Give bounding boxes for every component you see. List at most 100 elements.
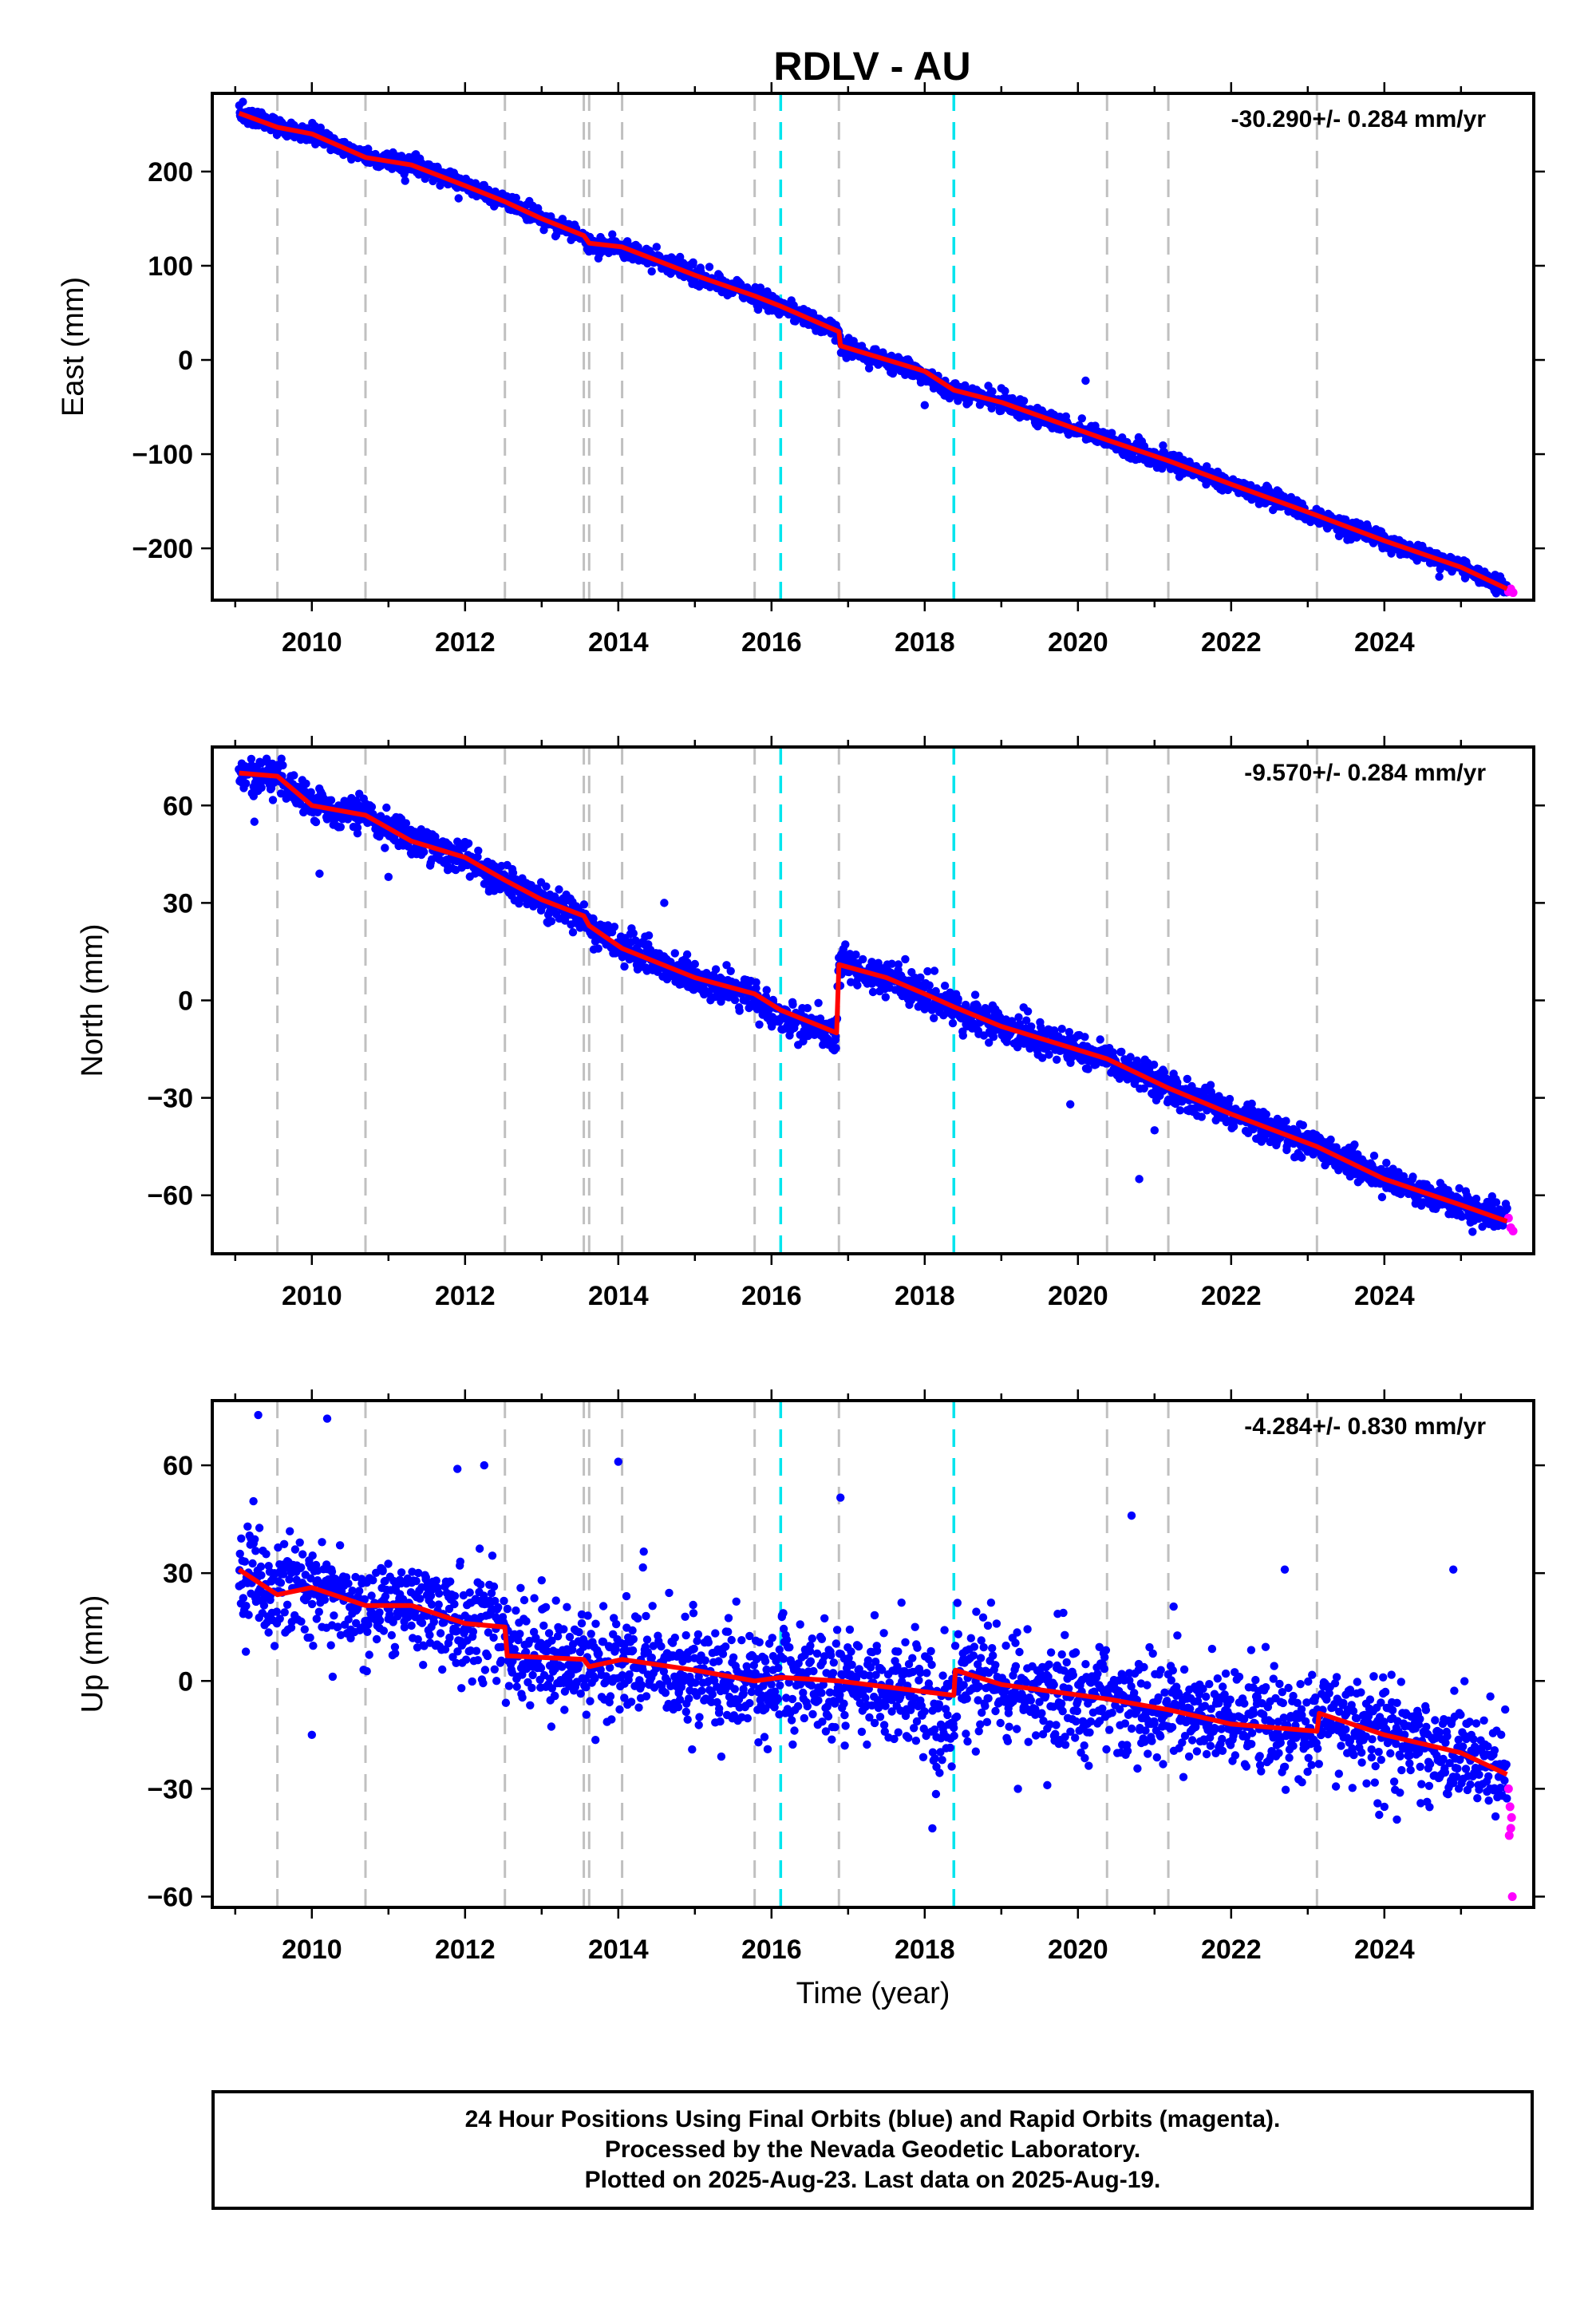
x-tick-label: 2018	[895, 627, 955, 658]
outlier-point	[920, 401, 930, 409]
y-axis-label: North (mm)	[76, 923, 109, 1077]
data-point	[239, 1594, 247, 1603]
data-point	[257, 783, 266, 792]
data-point	[508, 868, 518, 878]
data-point	[894, 960, 903, 969]
data-point	[1149, 1060, 1159, 1069]
data-point	[302, 779, 310, 788]
x-tick-label: 2024	[1354, 1281, 1415, 1311]
model-line	[239, 770, 1508, 1224]
data-point	[961, 381, 970, 390]
data-point	[244, 1611, 253, 1619]
x-tick-label: 2010	[282, 1281, 342, 1311]
data-point	[235, 1549, 244, 1559]
data-point	[251, 1547, 260, 1555]
data-point	[1084, 1065, 1092, 1073]
data-point	[353, 823, 362, 832]
data-point	[473, 852, 482, 862]
data-point	[255, 1524, 264, 1532]
data-point	[647, 267, 656, 276]
data-point	[320, 1595, 330, 1604]
data-point	[629, 929, 638, 938]
data-point	[371, 149, 380, 159]
data-point	[474, 846, 483, 856]
data-point	[1159, 441, 1167, 450]
data-point	[1183, 1074, 1192, 1084]
data-point	[868, 987, 878, 997]
data-point	[264, 1628, 273, 1637]
data-point	[335, 1541, 345, 1550]
data-point	[480, 879, 489, 888]
data-point	[247, 754, 256, 764]
x-tick-label: 2014	[588, 1281, 649, 1311]
data-point	[1117, 1047, 1126, 1057]
data-point	[275, 1614, 284, 1623]
x-tick-label: 2020	[1048, 627, 1108, 658]
panel-frame	[211, 92, 1535, 602]
data-point	[1022, 1016, 1031, 1025]
data-point	[752, 978, 760, 987]
outlier-point	[652, 243, 661, 251]
data-point	[279, 761, 287, 770]
data-point	[755, 1020, 764, 1030]
outlier-point	[384, 872, 393, 882]
rate-label: -9.570+/- 0.284 mm/yr	[1244, 760, 1486, 786]
data-point	[297, 1563, 306, 1572]
data-point	[353, 829, 362, 838]
data-point	[1491, 1198, 1501, 1207]
data-point	[512, 193, 520, 203]
data-point	[311, 817, 321, 827]
data-point	[542, 882, 551, 891]
data-point	[853, 981, 862, 990]
data-point	[1045, 1050, 1053, 1059]
data-point	[1053, 1055, 1061, 1065]
outlier-point	[250, 817, 259, 826]
data-point	[689, 258, 697, 267]
data-point	[988, 387, 997, 396]
data-point	[555, 885, 563, 894]
data-point	[1225, 1094, 1235, 1104]
data-point	[1478, 1222, 1487, 1231]
data-point	[282, 1600, 292, 1610]
data-point	[1057, 1025, 1066, 1034]
data-point	[1247, 1099, 1256, 1109]
rapid-orbit-point	[1508, 588, 1518, 598]
data-point	[1468, 1227, 1477, 1236]
data-point	[314, 1607, 323, 1616]
outlier-point	[1066, 1100, 1075, 1109]
data-point	[623, 237, 632, 246]
data-point	[279, 1570, 288, 1579]
data-point	[327, 1567, 337, 1576]
data-point	[1065, 1028, 1074, 1037]
data-point	[722, 961, 731, 970]
data-point	[1108, 429, 1116, 437]
data-point	[257, 1571, 266, 1580]
data-point	[1282, 1117, 1290, 1125]
data-point	[579, 900, 589, 909]
data-point	[940, 982, 950, 990]
data-point	[1377, 1192, 1387, 1202]
data-point	[1408, 1172, 1417, 1181]
data-point	[298, 1550, 307, 1559]
data-point	[326, 1641, 335, 1650]
data-point	[290, 771, 298, 780]
data-point	[1487, 1192, 1497, 1201]
data-point	[901, 954, 910, 964]
data-point	[799, 1037, 808, 1046]
data-point	[242, 1602, 251, 1611]
data-point	[916, 973, 925, 982]
data-point	[989, 1033, 998, 1041]
data-point	[1080, 1033, 1089, 1041]
y-tick-label: −30	[147, 1084, 193, 1114]
data-point	[1038, 1053, 1047, 1062]
data-point	[547, 917, 556, 926]
data-point	[644, 931, 654, 940]
data-point	[1229, 1122, 1238, 1131]
data-point	[256, 759, 266, 768]
data-point	[859, 954, 867, 964]
data-point	[306, 788, 315, 796]
data-point	[243, 1522, 252, 1531]
data-point	[367, 802, 377, 812]
data-point	[306, 1574, 315, 1583]
